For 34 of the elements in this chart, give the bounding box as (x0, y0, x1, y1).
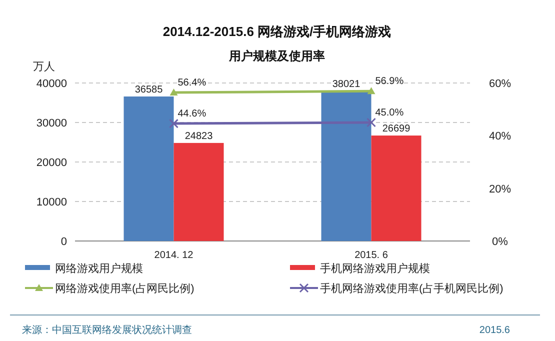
y2-tick-label: 60% (488, 78, 512, 90)
y-tick-label: 10000 (36, 196, 67, 208)
chart-title: 2014.12-2015.6 网络游戏/手机网络游戏 (162, 24, 392, 39)
x-tick-label: 2014. 12 (154, 250, 194, 261)
data-label: 38021 (332, 78, 361, 90)
x-tick-label: 2015. 6 (354, 250, 388, 261)
legend-label: 手机网络游戏使用率(占手机网民比例) (320, 282, 504, 295)
data-label: 36585 (134, 84, 164, 96)
data-label: 56.4% (178, 77, 206, 88)
text: 2015.6 (479, 325, 510, 336)
source-note: 来源：中国互联网络发展状况统计调查 (22, 324, 192, 336)
y-tick-label: 20000 (36, 157, 67, 169)
data-label: 45.0% (375, 108, 404, 118)
y-tick-label: 40000 (36, 78, 67, 90)
y2-tick-label: 0% (492, 236, 508, 248)
y2-tick-label: 40% (488, 130, 512, 143)
y2-tick-label: 20% (488, 183, 512, 196)
y-axis-title: 万人 (33, 61, 55, 73)
legend-label: 网络游戏使用率(占网民比例) (55, 282, 194, 295)
chart-subtitle: 用户规模及使用率 (228, 49, 325, 63)
y-tick-label: 30000 (36, 118, 67, 130)
bar (371, 136, 422, 241)
bar (321, 90, 372, 241)
legend-label: 网络游戏用户规模 (55, 262, 143, 275)
y-tick-label: 0 (60, 236, 67, 248)
point (366, 118, 376, 128)
bar (124, 96, 174, 241)
data-label: 44.6% (178, 108, 206, 120)
data-label: 24823 (184, 130, 214, 142)
data-label: 56.9% (375, 76, 404, 88)
bar (174, 142, 224, 241)
point (169, 118, 178, 128)
data-label: 26699 (382, 124, 411, 135)
legend-label: 手机网络游戏用户规模 (320, 262, 430, 275)
